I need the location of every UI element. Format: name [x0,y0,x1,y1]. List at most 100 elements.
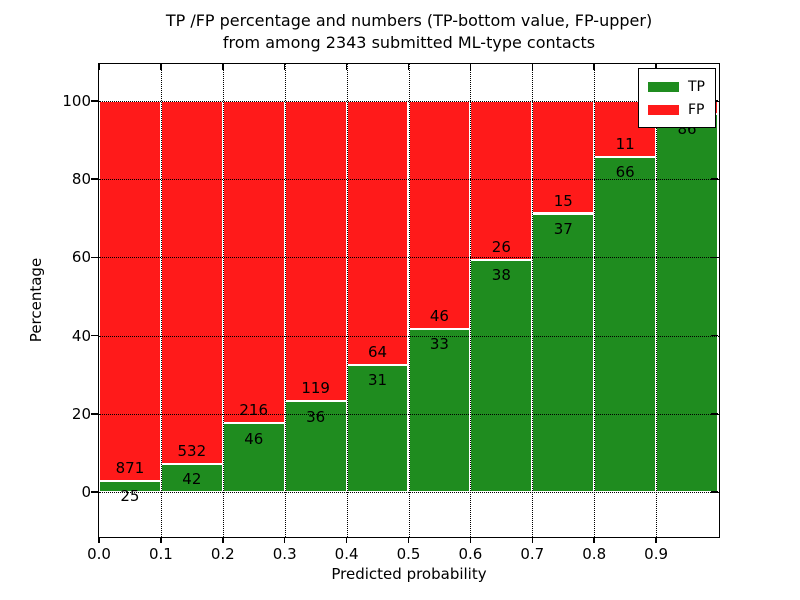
x-tick-label: 0.9 [644,545,669,563]
x-axis-tick [531,537,534,543]
chart-title-line2: from among 2343 submitted ML-type contac… [222,33,596,52]
x-tick-label: 0.5 [396,545,421,563]
gridline-vertical [160,64,162,537]
bar-segment-tp [346,364,409,493]
bar-segment-tp [594,156,657,493]
x-axis-tick [593,537,595,543]
y-axis-tick-right [711,178,718,180]
legend-swatch-tp [648,81,679,92]
x-axis-tick [345,537,348,543]
x-axis-tick-top [345,64,348,70]
gridline-vertical [346,64,348,537]
legend-label: FP [688,101,705,118]
bar-count-label-fp: 15 [553,191,573,210]
bar-count-label-tp: 25 [120,487,140,506]
gridline-vertical [222,64,224,537]
bar-count-label-tp: 31 [367,370,388,389]
y-tick-label: 60 [71,248,91,267]
y-axis-tick [90,334,98,337]
bar-segment-tp [408,328,471,493]
plot-area: TP FP 871 25 532 42 216 46 119 36 64 31 46 33 26 38 15 3… [62,63,720,563]
y-axis-tick [90,100,98,102]
bar-segment-fp [160,100,223,464]
bar-segment-fp [284,100,347,402]
legend-item-fp: FP [648,98,705,121]
bar-count-label-fp: 26 [491,237,511,256]
legend-swatch-fp [648,104,679,115]
bar-segment-fp [346,100,409,365]
gridline-vertical [284,64,286,537]
gridline-vertical [470,64,472,537]
bar-count-label-fp: 119 [301,379,330,398]
chart-title-line1: TP /FP percentage and numbers (TP-bottom… [165,11,653,30]
legend-label: TP [688,78,705,95]
x-axis-tick-top [283,64,286,70]
bar-count-label-tp: 38 [491,265,511,284]
bar-segment-tp [532,213,595,493]
y-axis-tick-right [711,413,718,415]
y-axis-tick-right [711,334,718,337]
bar-count-label-tp: 37 [553,219,573,238]
bar-count-label-tp: 36 [306,407,326,426]
bar-count-label-tp: 46 [244,429,264,448]
bar-segment-fp [470,100,533,260]
x-tick-label: 0.4 [334,545,359,563]
x-axis-tick-top [407,64,410,70]
x-tick-label: 0.7 [520,545,545,563]
y-tick-label: 80 [71,170,91,189]
x-axis-tick [407,537,410,543]
x-axis-tick [98,537,100,543]
x-tick-label: 0.6 [458,545,483,563]
bar-count-label-fp: 871 [115,459,145,478]
bar-count-label-tp: 66 [615,163,635,182]
gridline-vertical [532,64,534,537]
x-tick-label: 0.0 [87,545,111,563]
bar-segment-fp [99,100,161,482]
x-axis-tick-top [98,64,100,70]
chart-title: TP /FP percentage and numbers (TP-bottom… [98,10,720,54]
y-axis-tick [90,178,98,180]
legend: TP FP [638,68,716,128]
bar-segment-tp [656,114,718,493]
y-tick-label: 100 [62,91,91,110]
bar-segment-tp [99,481,161,493]
x-tick-label: 0.8 [582,545,607,563]
bar-count-label-fp: 64 [367,342,388,361]
bar-count-label-fp: 46 [429,306,449,325]
y-axis-tick [90,491,98,493]
x-axis-label: Predicted probability [331,565,487,583]
y-tick-label: 20 [71,404,91,423]
gridline-vertical [594,64,596,537]
x-axis-tick-top [469,64,472,70]
y-axis-tick-right [711,256,718,259]
bar-count-label-fp: 216 [239,401,269,420]
x-axis-tick [222,537,224,543]
x-tick-label: 0.2 [210,545,235,563]
bar-count-label-fp: 11 [615,134,635,153]
bar-segment-tp [284,401,347,493]
y-tick-label: 40 [71,326,91,345]
x-axis-tick [655,537,657,543]
x-axis-tick [469,537,472,543]
x-axis-tick-top [160,64,162,70]
x-axis-tick-top [531,64,534,70]
x-tick-label: 0.3 [272,545,297,563]
x-axis-tick-top [655,64,657,70]
x-axis-tick-top [222,64,224,70]
legend-item-tp: TP [648,75,705,98]
y-tick-label: 0 [81,483,91,502]
x-axis-tick [283,537,286,543]
bar-segment-fp [408,100,471,329]
bar-segment-fp [222,100,285,424]
bar-segment-tp [160,463,223,493]
bar-segment-tp [470,259,533,493]
gridline-vertical [656,64,658,537]
y-axis-tick [90,256,98,259]
x-axis-tick [160,537,162,543]
x-tick-label: 0.1 [148,545,173,563]
bar-count-label-fp: 532 [177,441,207,460]
y-axis-tick [90,413,98,415]
bar-count-label-tp: 33 [429,334,449,353]
y-axis-tick-right [711,491,718,493]
